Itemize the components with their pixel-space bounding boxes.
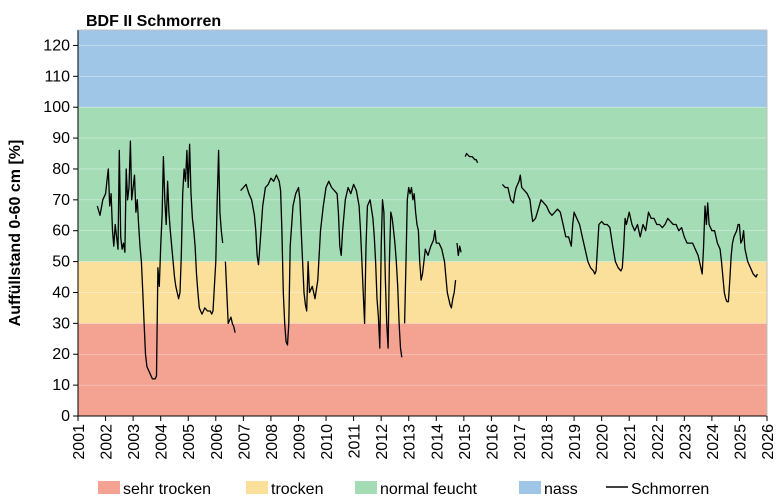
- legend-item-sehr-trocken: sehr trocken: [98, 481, 211, 498]
- x-tick-label-2001: 2001: [71, 424, 88, 460]
- y-tick-label-20: 20: [52, 346, 70, 363]
- x-tick-label-2022: 2022: [650, 424, 667, 460]
- x-tick-label-2007: 2007: [236, 424, 253, 460]
- axes-layer: [73, 29, 768, 421]
- x-tick-label-2024: 2024: [705, 424, 722, 460]
- x-tick-label-2006: 2006: [209, 424, 226, 460]
- series-schmorren-segment-1: [96, 140, 224, 380]
- y-tick-label-0: 0: [61, 408, 70, 425]
- x-tick-label-2003: 2003: [126, 424, 143, 460]
- x-tick-label-2012: 2012: [374, 424, 391, 460]
- legend-item-nass: nass: [519, 481, 578, 498]
- x-tick-label-2019: 2019: [567, 424, 584, 460]
- legend: sehr trocken trocken normal feucht nass Schm…: [98, 481, 709, 498]
- legend-label-normal-feucht: normal feucht: [380, 481, 477, 498]
- legend-label-trocken: trocken: [271, 481, 323, 498]
- band-nass: [78, 30, 767, 108]
- x-tick-label-2004: 2004: [154, 424, 171, 460]
- x-tick-label-2016: 2016: [484, 424, 501, 460]
- band-normal-feucht: [78, 107, 767, 262]
- legend-swatch-sehr-trocken: [98, 481, 120, 494]
- series-schmorren-segment-6: [464, 152, 479, 164]
- legend-swatch-normal-feucht: [355, 481, 377, 494]
- x-tick-label-2021: 2021: [622, 424, 639, 460]
- plot-line-layer: [96, 140, 758, 380]
- legend-item-Schmorren: Schmorren: [606, 481, 709, 498]
- x-tick-label-2015: 2015: [457, 424, 474, 460]
- x-tick-label-2023: 2023: [677, 424, 694, 460]
- y-tick-label-30: 30: [52, 315, 70, 332]
- series-schmorren-segment-5: [456, 243, 462, 257]
- x-tick-label-2008: 2008: [264, 424, 281, 460]
- y-tick-labels: 0 10 20 30 40 50 60 70 80 90 100 110 120: [43, 37, 70, 425]
- legend-item-normal-feucht: normal feucht: [355, 481, 477, 498]
- y-axis-label: Auffüllstand 0-60 cm [%]: [7, 140, 24, 327]
- band-sehr-trocken: [78, 323, 767, 416]
- legend-label-Schmorren: Schmorren: [631, 481, 709, 498]
- legend-label-sehr-trocken: sehr trocken: [123, 481, 211, 498]
- grid-layer: [78, 45, 767, 417]
- series-schmorren-segment-2: [224, 261, 236, 333]
- x-tick-label-2018: 2018: [540, 424, 557, 460]
- x-tick-label-2026: 2026: [760, 424, 777, 460]
- x-tick-label-2013: 2013: [402, 424, 419, 460]
- y-tick-label-70: 70: [52, 192, 70, 209]
- x-tick-label-2009: 2009: [291, 424, 308, 460]
- y-tick-label-50: 50: [52, 254, 70, 271]
- x-tick-label-2014: 2014: [429, 424, 446, 460]
- legend-label-nass: nass: [544, 481, 578, 498]
- y-tick-label-80: 80: [52, 161, 70, 178]
- x-tick-label-2020: 2020: [595, 424, 612, 460]
- x-tick-label-2025: 2025: [732, 424, 749, 460]
- y-tick-label-120: 120: [43, 37, 70, 54]
- series-schmorren-segment-7: [501, 174, 758, 303]
- x-tick-labels: 2001 2002 2003 2004 2005 2006 2007 2008 2009 2010…: [71, 424, 777, 460]
- y-tick-label-90: 90: [52, 130, 70, 147]
- y-tick-label-60: 60: [52, 223, 70, 240]
- y-tick-label-10: 10: [52, 377, 70, 394]
- x-tick-label-2005: 2005: [181, 424, 198, 460]
- y-tick-label-40: 40: [52, 284, 70, 301]
- legend-swatch-nass: [519, 481, 541, 494]
- x-tick-label-2002: 2002: [99, 424, 116, 460]
- band-layer: [78, 30, 767, 416]
- series-schmorren-segment-3: [240, 174, 403, 358]
- x-tick-label-2011: 2011: [347, 424, 364, 459]
- chart-title: BDF II Schmorren: [86, 13, 221, 30]
- legend-swatch-trocken: [246, 481, 268, 494]
- x-tick-label-2017: 2017: [512, 424, 529, 460]
- y-tick-label-110: 110: [44, 68, 70, 85]
- x-tick-label-2010: 2010: [319, 424, 336, 460]
- legend-item-trocken: trocken: [246, 481, 323, 498]
- series-schmorren-segment-4: [403, 186, 457, 324]
- y-tick-label-100: 100: [43, 99, 70, 116]
